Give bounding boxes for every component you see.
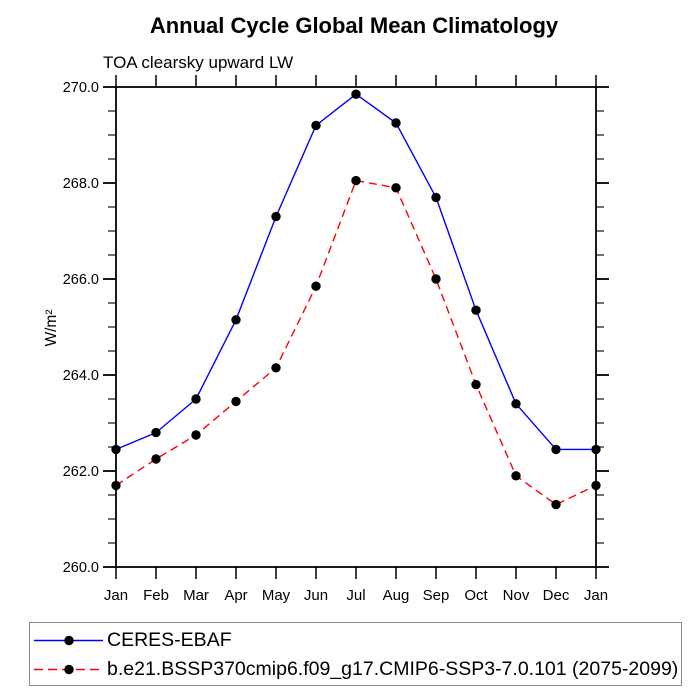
chart-title: Annual Cycle Global Mean Climatology [149, 13, 559, 38]
data-point [351, 175, 361, 186]
y-tick-label: 264.0 [63, 368, 99, 384]
x-tick-label: Dec [543, 587, 570, 604]
chart-subtitle: TOA clearsky upward LW [103, 53, 294, 72]
data-point [431, 274, 441, 284]
data-point [351, 89, 361, 99]
x-tick-label: Jun [304, 587, 328, 604]
y-tick-label: 266.0 [63, 272, 99, 288]
plot-frame [115, 86, 597, 568]
y-axis-label: W/m² [43, 309, 60, 346]
data-point [151, 427, 161, 438]
legend-box: CERES-EBAF b.e21.BSSP370cmip6.f09_g17.CM… [29, 622, 682, 686]
legend-sample-marker [64, 635, 74, 646]
x-tick-label: May [262, 587, 291, 604]
x-tick-label: Feb [143, 587, 169, 604]
plot-area: W/m² 260.0 262.0 264.0 266.0 268.0 270.0 Jan Fe… [43, 75, 609, 604]
data-point [191, 394, 201, 404]
data-point [431, 192, 441, 203]
x-tick-label: Sep [423, 587, 450, 604]
x-tick-label: Nov [503, 587, 530, 604]
legend-label-ceres: CERES-EBAF [107, 629, 232, 651]
legend-item-model: b.e21.BSSP370cmip6.f09_g17.CMIP6-SSP3-7.… [33, 655, 681, 684]
y-tick-label: 270.0 [63, 80, 99, 96]
x-tick-label: Jan [104, 587, 128, 604]
data-point [511, 471, 521, 481]
series-line-1 [115, 179, 597, 506]
data-point [271, 363, 281, 373]
x-tick-label: Aug [383, 587, 410, 604]
data-point [471, 305, 481, 315]
data-point [111, 444, 121, 455]
data-point [311, 281, 321, 291]
x-tick-label: Jul [346, 587, 365, 604]
series-line-0 [115, 93, 596, 451]
data-point [311, 120, 321, 131]
legend-line-sample-model [34, 664, 103, 675]
x-tick-label: Apr [224, 587, 247, 604]
data-point [191, 430, 201, 440]
data-point [391, 118, 401, 128]
y-tick-label: 260.0 [63, 560, 99, 576]
data-point [151, 454, 161, 464]
data-point [231, 396, 241, 407]
legend-sample-marker [64, 664, 74, 675]
data-point [591, 444, 601, 455]
y-tick-label: 262.0 [63, 464, 99, 480]
legend-line-sample-ceres [34, 635, 103, 646]
data-point [551, 444, 561, 455]
x-tick-label: Mar [183, 587, 209, 604]
data-point [551, 499, 561, 510]
legend-item-ceres: CERES-EBAF [33, 626, 681, 655]
data-point [271, 211, 281, 222]
data-point [591, 480, 601, 491]
data-point [231, 315, 241, 325]
y-tick-label: 268.0 [63, 176, 99, 192]
x-tick-label: Jan [584, 587, 608, 604]
data-point [111, 480, 121, 491]
legend-label-model: b.e21.BSSP370cmip6.f09_g17.CMIP6-SSP3-7.… [107, 658, 679, 680]
x-tick-label: Oct [464, 587, 488, 604]
data-point [511, 399, 521, 409]
data-point [391, 183, 401, 193]
data-point [471, 379, 481, 390]
